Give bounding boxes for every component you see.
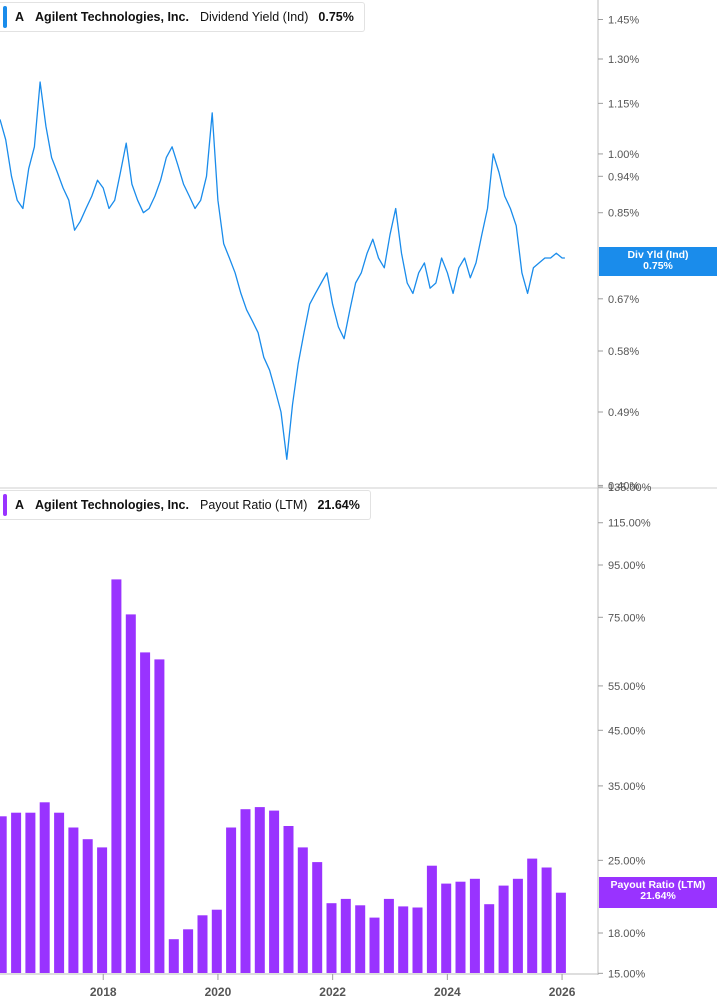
bottom-y-tick-label: 95.00% xyxy=(608,560,646,572)
legend-ticker: A xyxy=(15,498,25,512)
payout-ratio-bar xyxy=(111,579,122,973)
dividend-yield-swatch xyxy=(3,6,7,28)
payout-ratio-legend: A Agilent Technologies, Inc. Payout Rati… xyxy=(0,490,371,520)
payout-ratio-bar xyxy=(39,802,50,973)
tag-value: 0.75% xyxy=(643,260,673,272)
payout-ratio-bar xyxy=(297,847,308,973)
top-y-tick-label: 0.94% xyxy=(608,171,639,183)
payout-ratio-bar xyxy=(211,909,222,973)
payout-ratio-bar xyxy=(197,915,208,973)
bottom-y-tick-label: 18.00% xyxy=(608,928,646,940)
payout-ratio-swatch xyxy=(3,494,7,516)
legend-metric: Dividend Yield (Ind) xyxy=(199,10,309,24)
legend-metric: Payout Ratio (LTM) xyxy=(199,498,308,512)
dividend-yield-value-tag: Div Yld (Ind) 0.75% xyxy=(599,247,717,276)
legend-current-value: 0.75% xyxy=(318,10,354,24)
payout-ratio-bar xyxy=(140,652,151,973)
payout-ratio-bar xyxy=(441,883,452,973)
legend-company: Agilent Technologies, Inc. xyxy=(35,10,189,24)
legend-ticker: A xyxy=(15,10,25,24)
tag-value: 21.64% xyxy=(640,890,676,902)
payout-ratio-bar xyxy=(154,659,165,973)
top-y-tick-label: 0.49% xyxy=(608,407,639,419)
top-y-tick-label: 1.15% xyxy=(608,98,639,110)
payout-ratio-bar xyxy=(340,898,351,973)
payout-ratio-bar xyxy=(527,858,538,973)
bottom-y-tick-label: 115.00% xyxy=(608,518,651,530)
payout-ratio-bar xyxy=(312,862,323,973)
top-y-tick-label: 0.58% xyxy=(608,346,639,358)
payout-ratio-bar xyxy=(326,903,337,973)
legend-current-value: 21.64% xyxy=(317,498,360,512)
top-y-tick-label: 1.30% xyxy=(608,54,639,66)
bottom-y-tick-label: 25.00% xyxy=(608,855,646,867)
payout-ratio-bar xyxy=(398,906,409,973)
payout-ratio-bar xyxy=(555,892,566,973)
payout-ratio-bar xyxy=(283,826,294,973)
payout-ratio-bar xyxy=(541,867,552,973)
top-y-tick-label: 0.85% xyxy=(608,208,639,220)
payout-ratio-bar xyxy=(11,812,22,973)
payout-ratio-bar xyxy=(412,907,423,973)
dividend-yield-series-line xyxy=(0,81,565,460)
payout-ratio-bar xyxy=(240,809,251,973)
payout-ratio-bar xyxy=(25,812,36,973)
bottom-y-tick-label: 135.00% xyxy=(608,482,652,494)
tag-label: Div Yld (Ind) xyxy=(627,249,689,261)
top-y-tick-label: 1.45% xyxy=(608,14,639,26)
dividend-yield-legend: A Agilent Technologies, Inc. Dividend Yi… xyxy=(0,2,365,32)
bottom-y-tick-label: 45.00% xyxy=(608,725,646,737)
payout-ratio-bar xyxy=(426,865,437,973)
payout-ratio-bar xyxy=(269,810,280,973)
x-tick-label: 2018 xyxy=(90,985,117,999)
top-y-tick-label: 0.67% xyxy=(608,294,639,306)
bottom-y-tick-label: 75.00% xyxy=(608,612,646,624)
tag-label: Payout Ratio (LTM) xyxy=(610,879,706,891)
bottom-y-tick-label: 35.00% xyxy=(608,781,646,793)
top-y-tick-label: 0.40% xyxy=(608,480,639,492)
payout-ratio-bar xyxy=(484,904,495,973)
payout-ratio-bar xyxy=(0,816,7,973)
payout-ratio-bar xyxy=(369,917,380,973)
payout-ratio-bar xyxy=(68,827,79,973)
payout-ratio-value-tag: Payout Ratio (LTM) 21.64% xyxy=(599,877,717,908)
x-tick-label: 2026 xyxy=(549,985,576,999)
payout-ratio-bar xyxy=(226,827,237,973)
payout-ratio-bar xyxy=(54,812,65,973)
legend-company: Agilent Technologies, Inc. xyxy=(35,498,189,512)
x-tick-label: 2020 xyxy=(205,985,232,999)
bottom-y-tick-label: 55.00% xyxy=(608,681,646,693)
bottom-y-tick-label: 15.00% xyxy=(608,968,646,980)
payout-ratio-bar xyxy=(455,881,466,973)
payout-ratio-bar xyxy=(254,807,265,973)
top-y-tick-label: 1.00% xyxy=(608,149,639,161)
payout-ratio-bar xyxy=(498,885,509,973)
payout-ratio-bar xyxy=(183,929,194,973)
payout-ratio-bar xyxy=(82,839,93,973)
payout-ratio-bar xyxy=(97,847,108,973)
payout-ratio-bar xyxy=(355,905,366,973)
payout-ratio-bar xyxy=(383,898,394,973)
x-tick-label: 2024 xyxy=(434,985,461,999)
payout-ratio-bar xyxy=(512,878,523,973)
payout-ratio-bar xyxy=(469,878,480,973)
payout-ratio-bar xyxy=(168,939,179,973)
x-tick-label: 2022 xyxy=(319,985,346,999)
payout-ratio-bar xyxy=(125,614,136,973)
